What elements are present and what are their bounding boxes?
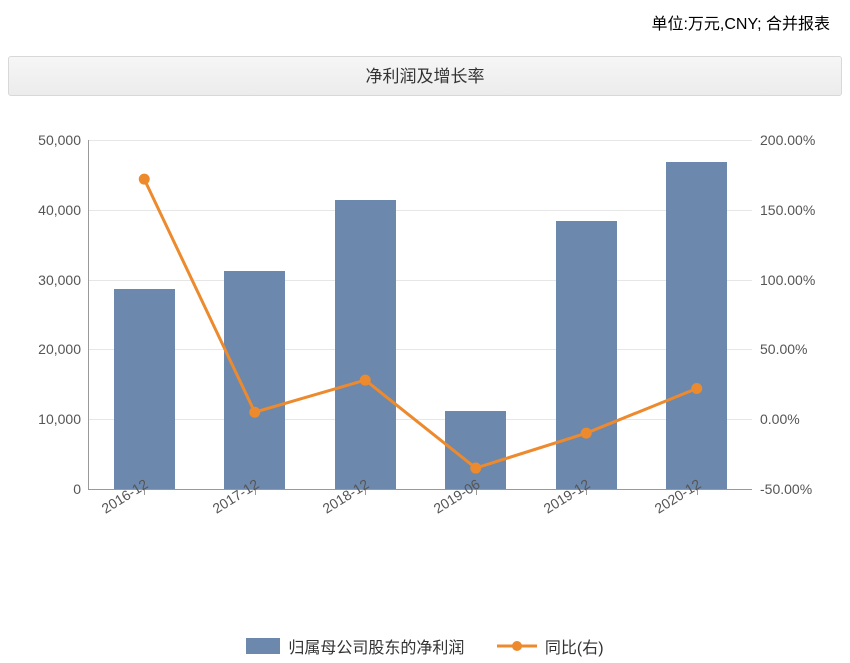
chart-area: 0 10,000 20,000 30,000 40,000 50,000 -50.00% 0.…: [8, 130, 842, 570]
y-right-tick-label: 200.00%: [752, 132, 815, 148]
legend-label-line: 同比(右): [545, 634, 604, 658]
legend-label-bar: 归属母公司股东的净利润: [288, 634, 464, 658]
y-left-tick-label: 30,000: [38, 272, 89, 288]
line-series: [89, 140, 752, 489]
legend-item-line: 同比(右): [497, 634, 604, 658]
legend-item-bar: 归属母公司股东的净利润: [246, 634, 464, 658]
chart-title: 净利润及增长率: [8, 56, 842, 96]
unit-label: 单位:万元,CNY; 合并报表: [651, 10, 830, 34]
y-left-tick-label: 50,000: [38, 132, 89, 148]
y-left-tick-label: 20,000: [38, 341, 89, 357]
y-right-tick-label: 100.00%: [752, 272, 815, 288]
y-right-tick-label: 50.00%: [752, 341, 807, 357]
plot-region: 010,00020,00030,00040,00050,000-50.00%0.…: [88, 140, 752, 490]
legend-swatch-bar: [246, 638, 280, 654]
y-left-tick-label: 10,000: [38, 411, 89, 427]
legend-swatch-line: [497, 638, 537, 654]
legend: 归属母公司股东的净利润 同比(右): [0, 634, 850, 659]
y-left-tick-label: 0: [73, 481, 89, 497]
y-right-tick-label: 150.00%: [752, 202, 815, 218]
y-left-tick-label: 40,000: [38, 202, 89, 218]
y-right-tick-label: 0.00%: [752, 411, 800, 427]
y-right-tick-label: -50.00%: [752, 481, 812, 497]
